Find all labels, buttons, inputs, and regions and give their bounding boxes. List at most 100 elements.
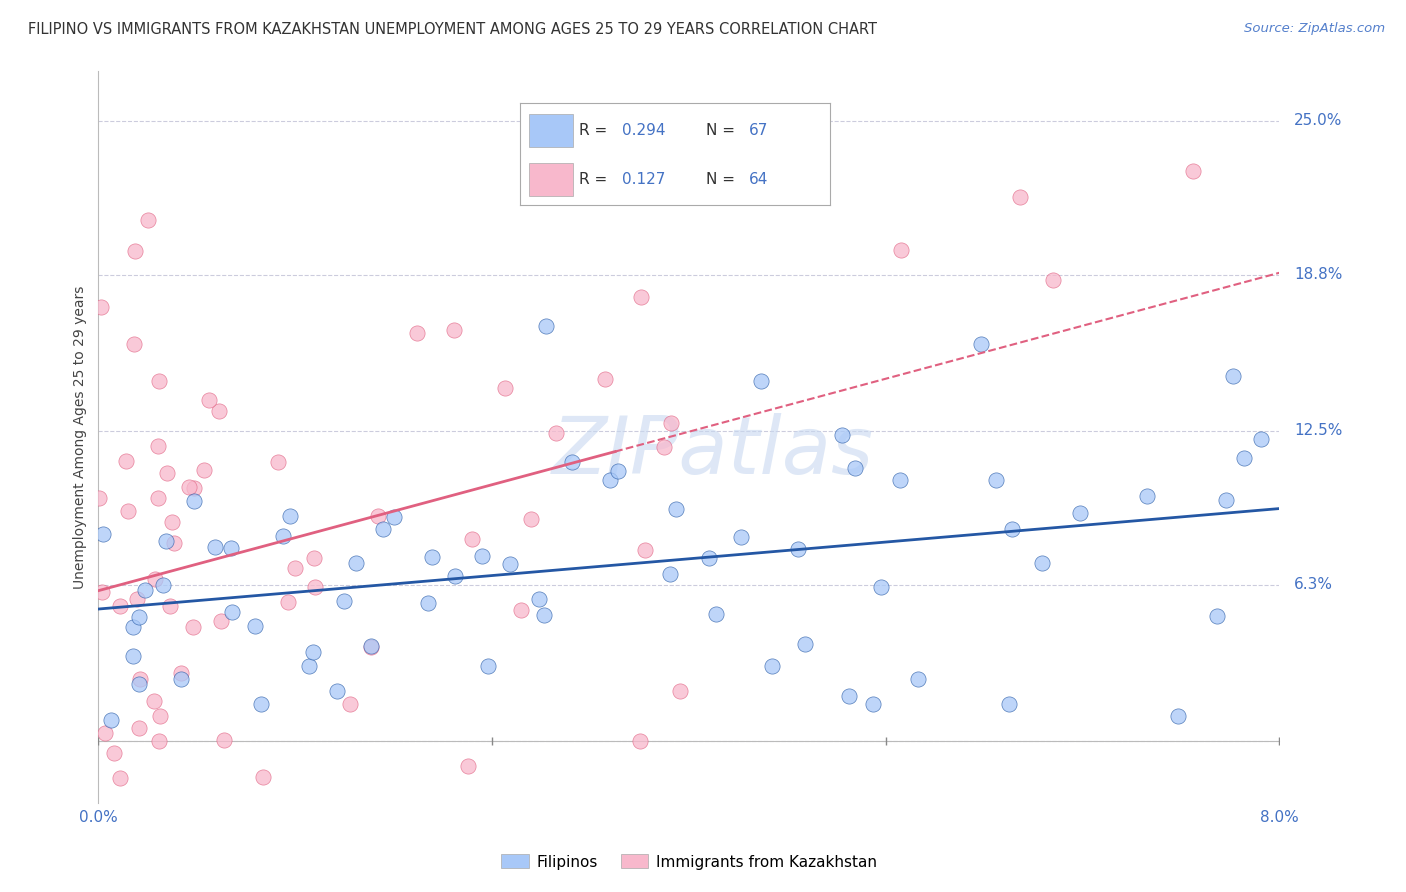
Point (1233, 450, 1256, 465)
Point (128, 677, 150, 691)
Legend: Filipinos, Immigrants from Kazakhstan: Filipinos, Immigrants from Kazakhstan (495, 848, 883, 876)
Point (984, 473, 1007, 487)
Point (406, 326, 429, 340)
Point (179, 480, 201, 494)
Point (659, 567, 682, 582)
Point (122, 620, 145, 634)
Point (148, 709, 170, 723)
Point (204, 540, 226, 554)
Point (90, 300, 112, 314)
Point (444, 569, 467, 583)
Text: R =: R = (579, 172, 612, 187)
Point (326, 683, 349, 698)
Point (1136, 489, 1159, 503)
Point (510, 602, 533, 616)
Point (148, 734, 170, 748)
Point (136, 213, 159, 227)
Point (160, 515, 183, 529)
Point (1215, 493, 1237, 508)
Point (214, 732, 236, 747)
Point (124, 244, 146, 258)
Point (420, 549, 443, 564)
Point (534, 319, 557, 334)
Point (152, 578, 174, 592)
Point (170, 672, 193, 686)
Point (520, 512, 543, 526)
Point (183, 494, 205, 508)
Point (793, 637, 815, 651)
Point (245, 618, 267, 632)
Point (87, 491, 110, 505)
Point (704, 607, 727, 621)
Point (360, 640, 382, 655)
Point (544, 425, 567, 440)
Point (831, 427, 853, 442)
Point (360, 640, 382, 654)
Point (148, 374, 170, 388)
Point (298, 659, 321, 673)
Text: 64: 64 (749, 172, 769, 187)
Point (561, 455, 583, 469)
Point (628, 734, 651, 748)
Point (862, 697, 884, 711)
Text: 25.0%: 25.0% (1295, 113, 1343, 128)
Point (115, 454, 138, 468)
Point (630, 290, 652, 304)
Point (277, 595, 299, 609)
Point (142, 694, 165, 708)
Point (382, 510, 405, 524)
Point (129, 673, 152, 687)
Point (697, 550, 720, 565)
Point (122, 648, 145, 663)
Point (198, 392, 221, 407)
Point (91, 527, 114, 541)
Point (838, 689, 860, 703)
Point (477, 659, 499, 673)
Point (1167, 709, 1189, 723)
Point (1042, 273, 1064, 287)
Text: 12.5%: 12.5% (1295, 424, 1343, 438)
Point (148, 491, 170, 505)
Point (134, 583, 156, 598)
Point (302, 551, 325, 566)
Point (593, 371, 616, 385)
Text: 6.3%: 6.3% (1295, 577, 1333, 592)
Point (108, 771, 131, 785)
Point (1010, 190, 1032, 204)
Point (998, 697, 1021, 711)
Point (870, 580, 893, 594)
Point (156, 467, 179, 481)
Text: 0.0%: 0.0% (79, 810, 118, 825)
Point (1206, 609, 1229, 624)
Point (494, 381, 516, 395)
Point (103, 746, 125, 760)
Point (339, 697, 361, 711)
Point (155, 533, 177, 548)
Point (124, 337, 146, 351)
Point (890, 243, 912, 257)
Y-axis label: Unemployment Among Ages 25 to 29 years: Unemployment Among Ages 25 to 29 years (73, 285, 87, 589)
Point (249, 697, 271, 711)
Point (304, 580, 326, 594)
Point (844, 461, 866, 475)
Point (533, 608, 555, 623)
Point (1031, 557, 1053, 571)
Text: Source: ZipAtlas.com: Source: ZipAtlas.com (1244, 22, 1385, 36)
Point (146, 439, 169, 453)
Point (252, 770, 274, 784)
Text: 67: 67 (749, 123, 769, 137)
Point (170, 666, 193, 681)
Point (100, 713, 122, 727)
Point (1182, 164, 1205, 178)
Point (128, 610, 150, 624)
Point (209, 615, 232, 629)
Text: 0.127: 0.127 (623, 172, 665, 187)
Point (668, 684, 690, 698)
Text: 18.8%: 18.8% (1295, 268, 1343, 282)
Point (761, 659, 783, 673)
Text: 0.294: 0.294 (623, 123, 666, 137)
Point (787, 541, 810, 556)
Point (527, 591, 550, 606)
Point (267, 455, 290, 469)
Point (498, 557, 520, 571)
